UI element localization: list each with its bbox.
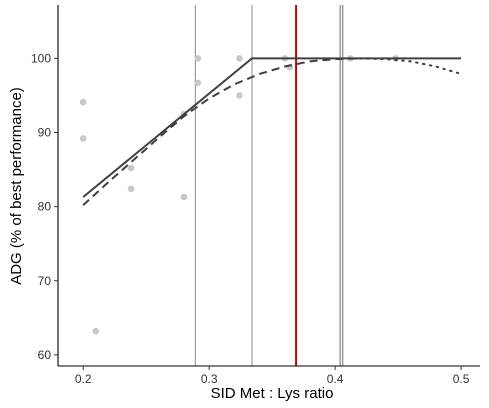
data-point xyxy=(236,55,243,62)
quadratic-fit-dashed xyxy=(82,57,361,206)
x-tick-label: 0.2 xyxy=(75,372,92,386)
reference-lines xyxy=(194,5,344,366)
data-point xyxy=(180,193,188,201)
data-point xyxy=(79,98,87,106)
x-axis-title: SID Met : Lys ratio xyxy=(211,385,334,402)
y-tick-label: 100 xyxy=(31,51,51,65)
data-point xyxy=(236,92,243,99)
y-tick-label: 90 xyxy=(38,125,52,139)
ticks: 0.2 0.3 0.4 0.5 60 70 80 90 100 xyxy=(31,51,470,386)
data-point xyxy=(79,135,87,142)
data-point xyxy=(127,185,135,193)
fit-lines xyxy=(82,57,463,206)
data-point xyxy=(92,327,100,335)
data-point xyxy=(127,164,135,172)
x-tick-label: 0.5 xyxy=(453,372,470,386)
scatter-points xyxy=(79,55,399,335)
y-axis-title: ADG (% of best performance) xyxy=(8,87,25,285)
data-point xyxy=(194,79,202,87)
y-tick-label: 80 xyxy=(38,200,52,214)
x-tick-label: 0.4 xyxy=(327,372,344,386)
y-tick-label: 60 xyxy=(38,348,52,362)
y-tick-label: 70 xyxy=(38,274,52,288)
quadratic-fit-dotted xyxy=(359,57,463,75)
data-point xyxy=(194,55,202,62)
axes xyxy=(57,5,480,367)
x-tick-label: 0.3 xyxy=(201,372,218,386)
broken-line-fit xyxy=(82,57,462,198)
